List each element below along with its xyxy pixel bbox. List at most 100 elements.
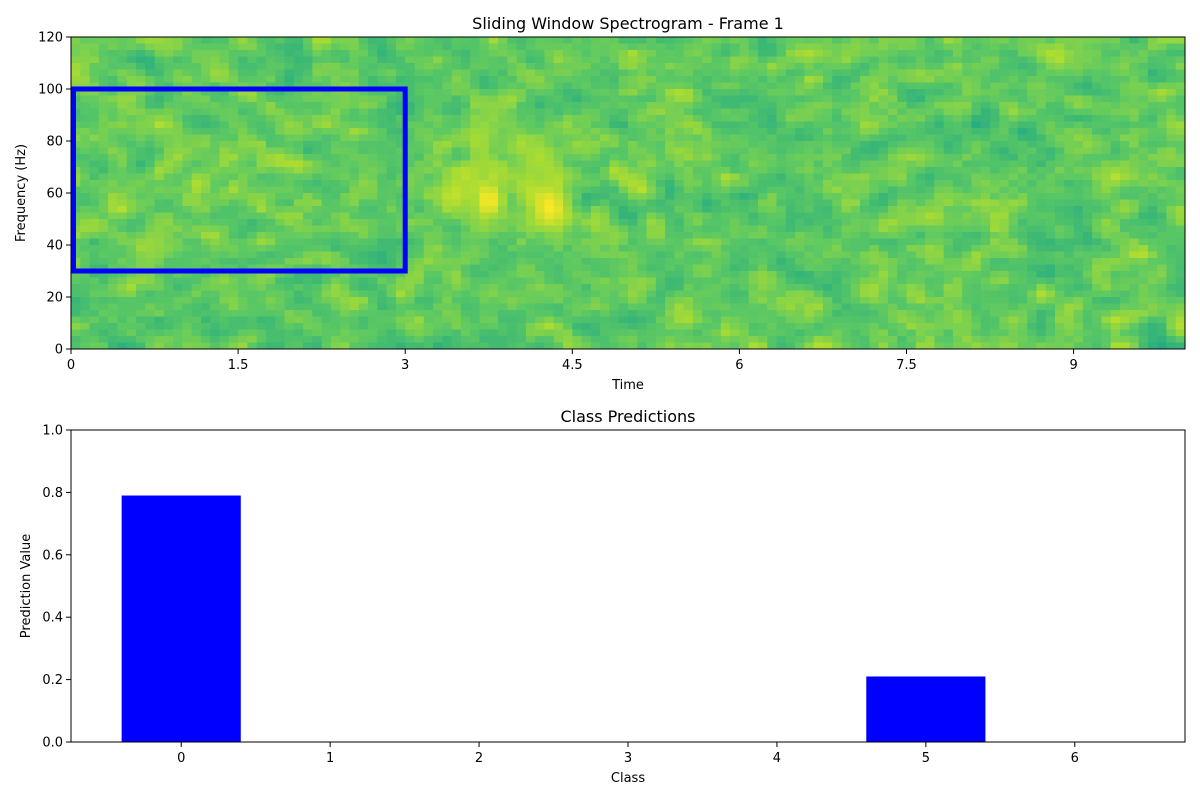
- heatmap-cell: [906, 128, 917, 136]
- heatmap-cell: [507, 245, 518, 253]
- heatmap-cell: [590, 89, 601, 97]
- heatmap-cell: [655, 128, 666, 136]
- heatmap-cell: [80, 180, 91, 188]
- heatmap-cell: [1138, 258, 1149, 266]
- heatmap-cell: [563, 212, 573, 220]
- heatmap-cell: [163, 193, 174, 201]
- heatmap-cell: [238, 147, 248, 155]
- heatmap-cell: [572, 121, 583, 129]
- heatmap-cell: [516, 271, 527, 279]
- heatmap-cell: [609, 89, 620, 97]
- heatmap-cell: [312, 89, 323, 97]
- heatmap-cell: [1027, 115, 1038, 123]
- heatmap-cell: [321, 95, 332, 103]
- heatmap-cell: [1101, 50, 1112, 58]
- heatmap-cell: [832, 193, 843, 201]
- heatmap-cell: [1166, 173, 1177, 181]
- heatmap-cell: [312, 212, 323, 220]
- heatmap-cell: [925, 63, 935, 71]
- heatmap-cell: [173, 297, 183, 305]
- heatmap-cell: [210, 212, 221, 220]
- heatmap-cell: [535, 141, 546, 149]
- heatmap-cell: [795, 206, 805, 214]
- heatmap-cell: [303, 303, 313, 311]
- heatmap-cell: [349, 76, 360, 84]
- heatmap-cell: [71, 82, 81, 90]
- heatmap-cell: [730, 160, 740, 168]
- heatmap-cell: [581, 56, 592, 64]
- heatmap-cell: [433, 232, 443, 240]
- heatmap-cell: [395, 134, 406, 142]
- heatmap-cell: [720, 193, 731, 201]
- heatmap-cell: [637, 37, 648, 45]
- heatmap-cell: [498, 297, 508, 305]
- heatmap-cell: [488, 245, 499, 253]
- heatmap-cell: [284, 167, 295, 175]
- heatmap-cell: [256, 258, 267, 266]
- heatmap-cell: [785, 37, 796, 45]
- heatmap-cell: [1027, 147, 1038, 155]
- heatmap-cell: [702, 180, 713, 188]
- heatmap-cell: [553, 303, 564, 311]
- heatmap-cell: [748, 303, 759, 311]
- heatmap-cell: [108, 258, 119, 266]
- heatmap-cell: [219, 141, 230, 149]
- heatmap-cell: [1175, 173, 1185, 181]
- heatmap-cell: [1175, 186, 1185, 194]
- heatmap-cell: [1157, 232, 1168, 240]
- heatmap-cell: [600, 69, 611, 77]
- heatmap-cell: [358, 173, 369, 181]
- heatmap-cell: [1110, 173, 1121, 181]
- heatmap-cell: [692, 89, 703, 97]
- heatmap-cell: [98, 173, 109, 181]
- heatmap-cell: [869, 167, 880, 175]
- heatmap-cell: [572, 95, 583, 103]
- heatmap-cell: [488, 173, 499, 181]
- heatmap-cell: [990, 50, 1000, 58]
- heatmap-cell: [1175, 69, 1185, 77]
- heatmap-cell: [711, 37, 722, 45]
- heatmap-cell: [702, 63, 713, 71]
- heatmap-cell: [1027, 284, 1038, 292]
- heatmap-cell: [628, 63, 638, 71]
- heatmap-cell: [1055, 50, 1065, 58]
- heatmap-cell: [1017, 173, 1028, 181]
- heatmap-cell: [525, 134, 536, 142]
- heatmap-cell: [256, 264, 267, 272]
- heatmap-cell: [897, 95, 908, 103]
- heatmap-cell: [1045, 232, 1056, 240]
- heatmap-cell: [1129, 108, 1140, 116]
- heatmap-cell: [200, 212, 211, 220]
- heatmap-cell: [479, 297, 490, 305]
- heatmap-cell: [832, 232, 843, 240]
- heatmap-cell: [247, 173, 258, 181]
- heatmap-cell: [498, 264, 508, 272]
- heatmap-cell: [219, 76, 230, 84]
- heatmap-cell: [711, 225, 722, 233]
- heatmap-cell: [674, 63, 685, 71]
- heatmap-cell: [525, 56, 536, 64]
- heatmap-cell: [887, 82, 898, 90]
- heatmap-cell: [433, 186, 443, 194]
- heatmap-cell: [498, 199, 508, 207]
- heatmap-cell: [163, 284, 174, 292]
- heatmap-cell: [860, 121, 870, 129]
- heatmap-cell: [182, 264, 193, 272]
- heatmap-cell: [637, 206, 648, 214]
- heatmap-cell: [952, 37, 963, 45]
- heatmap-cell: [1092, 95, 1103, 103]
- heatmap-cell: [460, 63, 471, 71]
- heatmap-cell: [702, 245, 713, 253]
- heatmap-cell: [516, 141, 527, 149]
- heatmap-cell: [1092, 121, 1103, 129]
- heatmap-cell: [748, 297, 759, 305]
- heatmap-cell: [210, 290, 221, 298]
- heatmap-cell: [1055, 245, 1065, 253]
- heatmap-cell: [887, 43, 898, 51]
- heatmap-cell: [822, 290, 833, 298]
- heatmap-cell: [182, 212, 193, 220]
- heatmap-cell: [349, 102, 360, 110]
- heatmap-cell: [776, 56, 787, 64]
- heatmap-cell: [265, 186, 276, 194]
- heatmap-cell: [739, 95, 750, 103]
